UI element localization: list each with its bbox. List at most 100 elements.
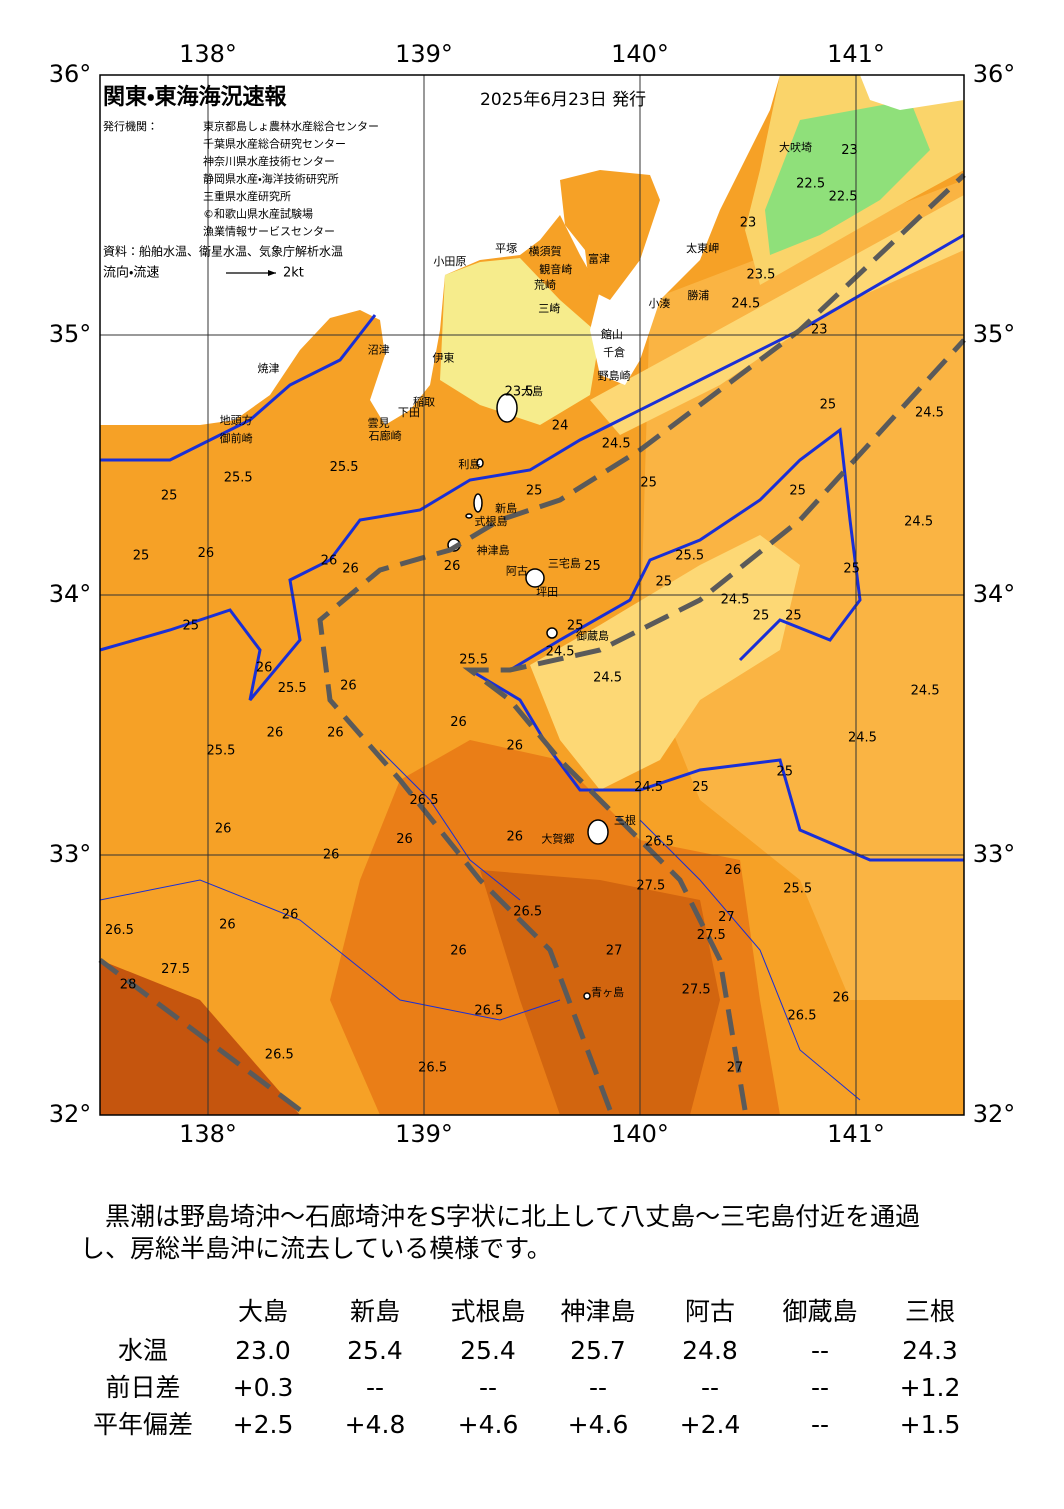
lat-tick-label: 34° [973, 580, 1016, 608]
place-name: 伊東 [432, 351, 454, 364]
island [546, 627, 558, 639]
place-name: 館山 [601, 328, 623, 341]
isotherm-label: 26 [444, 559, 461, 574]
table-cell: +0.3 [233, 1373, 294, 1402]
place-name: 利島 [458, 457, 480, 471]
island [473, 493, 483, 513]
isotherm-label: 26 [267, 725, 284, 740]
isotherm-label: 22.5 [796, 177, 825, 192]
isotherm-label: 26.5 [513, 905, 542, 920]
isotherm-label: 24.5 [721, 593, 750, 608]
issuer: 東京都島しょ農林水産総合センター [203, 119, 379, 133]
isotherms [99, 233, 965, 862]
issuer: 三重県水産研究所 [203, 189, 291, 203]
isotherm-label: 25.5 [675, 549, 704, 564]
sea-region [530, 535, 800, 790]
table-cell: 24.3 [902, 1336, 958, 1365]
lat-tick-label: 36° [49, 60, 92, 88]
place-name: 御前崎 [220, 431, 253, 445]
isotherm-label: 25 [161, 489, 178, 504]
isotherm-label: 26 [506, 738, 523, 753]
place-name: 太東岬 [686, 241, 719, 255]
summary-line: 黒潮は野島埼沖～石廊埼沖をS字状に北上して八丈島～三宅島付近を通過 [80, 1202, 920, 1231]
isotherm-label: 26 [282, 907, 299, 922]
isotherm-label: 25 [753, 608, 770, 623]
isotherm-label: 26 [506, 829, 523, 844]
isotherm-label: 26 [342, 562, 359, 577]
place-name: 野島崎 [598, 369, 631, 383]
kuroshio-edge [98, 958, 302, 1112]
isotherm-label: 26 [198, 546, 215, 561]
table-cell: +1.2 [900, 1373, 961, 1402]
lon-tick-label: 139° [395, 40, 453, 68]
table-cell: -- [366, 1373, 384, 1402]
place-name: 神津島 [477, 543, 510, 557]
place-name: 沼津 [368, 343, 390, 357]
table-cell: +4.6 [568, 1410, 629, 1439]
isotherm [379, 749, 521, 901]
place-name: 勝浦 [687, 288, 709, 302]
column-header: 阿古 [685, 1297, 735, 1326]
isotherm-label: 23.5 [746, 268, 775, 283]
isotherm-label: 24.5 [848, 731, 877, 746]
isotherm-label: 26 [321, 554, 338, 569]
legend-arrowhead [268, 270, 276, 276]
row-header: 水温 [118, 1336, 168, 1365]
title: 関東・東海海況速報 [103, 84, 287, 110]
isotherm-label: 26 [450, 944, 467, 959]
isotherm-label: 25 [182, 619, 199, 634]
place-name: 坪田 [536, 585, 558, 598]
isotherm [469, 668, 964, 862]
place-name: 観音崎 [539, 262, 572, 276]
table-cell: +4.6 [458, 1410, 519, 1439]
isotherm-label: 25 [640, 476, 657, 491]
place-name: 平塚 [495, 241, 517, 255]
isotherm-label: 27 [606, 944, 623, 959]
place-name: 大島 [521, 384, 543, 398]
lon-tick-label: 138° [179, 1120, 237, 1148]
isotherm-label: 25.5 [783, 881, 812, 896]
legend-label: 流向・流速 [103, 265, 159, 281]
issuer: 漁業情報サービスセンター [203, 224, 335, 238]
lat-tick-label: 32° [49, 1100, 92, 1128]
isotherm-label: 24.5 [911, 684, 940, 699]
table-cell: -- [479, 1373, 497, 1402]
isotherm-label: 24.5 [904, 515, 933, 530]
isotherm-label: 26 [323, 848, 340, 863]
isotherm-label: 27.5 [161, 962, 190, 977]
table-cell: +1.5 [900, 1410, 961, 1439]
sea-region [440, 258, 600, 425]
isotherm-label: 28 [120, 978, 137, 993]
isotherm-label: 22.5 [829, 190, 858, 205]
header: 関東・東海海況速報 2025年6月23日 発行 発行機関： 東京都島しょ農林水産… [103, 84, 646, 281]
place-name: 下田 [398, 406, 420, 419]
place-name: 阿古 [506, 565, 528, 578]
isotherm-label: 26.5 [474, 1004, 503, 1019]
lat-tick-label: 33° [973, 840, 1016, 868]
isotherm-label: 23.5 [505, 385, 534, 400]
isotherm-label: 25.5 [206, 744, 235, 759]
isotherm-label: 24.5 [731, 296, 760, 311]
issuer: 静岡県水産・海洋技術研究所 [203, 172, 339, 186]
isotherm-label: 25.5 [278, 681, 307, 696]
isotherm-label: 24.5 [915, 406, 944, 421]
table-cell: 24.8 [682, 1336, 738, 1365]
row-header: 前日差 [105, 1373, 180, 1402]
isotherm-label: 27.5 [636, 879, 665, 894]
lon-tick-label: 139° [395, 1120, 453, 1148]
isotherm-label: 26 [327, 725, 344, 740]
place-name: 青ヶ島 [591, 985, 624, 999]
table-cell: -- [811, 1336, 829, 1365]
island [525, 568, 545, 588]
isotherm-label: 26.5 [410, 793, 439, 808]
isotherm-label: 24.5 [593, 671, 622, 686]
place-name: 三崎 [538, 301, 560, 315]
isotherm-label: 26 [396, 832, 413, 847]
lon-tick-label: 140° [611, 40, 669, 68]
place-name: 新島 [495, 501, 517, 515]
column-header: 神津島 [560, 1297, 635, 1326]
place-name: 富津 [588, 253, 610, 266]
island [465, 513, 473, 519]
